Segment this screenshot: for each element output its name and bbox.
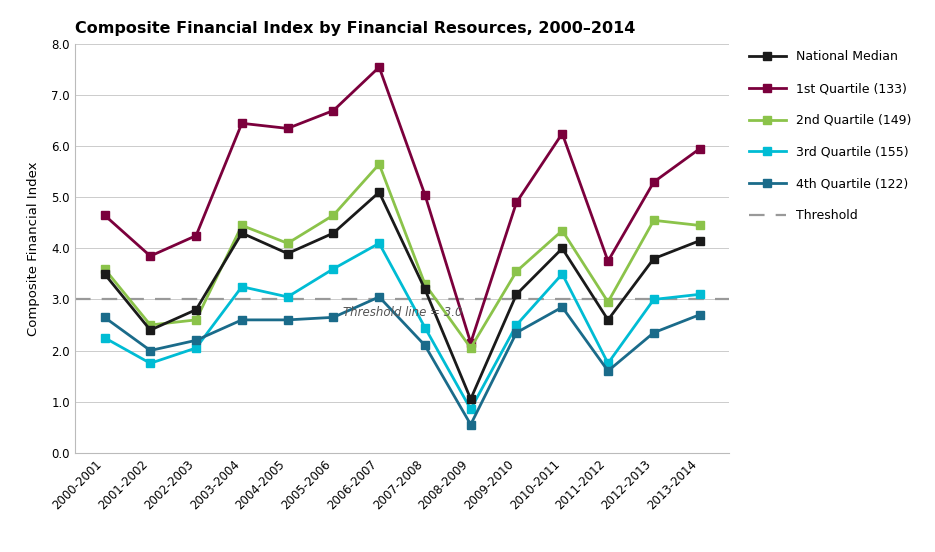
Legend: National Median, 1st Quartile (133), 2nd Quartile (149), 3rd Quartile (155), 4th: National Median, 1st Quartile (133), 2nd… — [749, 50, 912, 222]
4th Quartile (122) — [556, 304, 568, 310]
Line: 1st Quartile (133): 1st Quartile (133) — [100, 63, 704, 347]
National Median — [282, 250, 294, 257]
3rd Quartile (155) — [328, 266, 339, 272]
4th Quartile (122) — [419, 342, 430, 349]
Line: National Median: National Median — [100, 188, 704, 403]
3rd Quartile (155) — [556, 270, 568, 277]
National Median — [328, 230, 339, 236]
1st Quartile (133) — [282, 125, 294, 132]
4th Quartile (122) — [191, 337, 202, 343]
4th Quartile (122) — [282, 316, 294, 323]
National Median — [511, 291, 522, 298]
1st Quartile (133) — [328, 107, 339, 114]
National Median — [648, 255, 659, 262]
3rd Quartile (155) — [419, 324, 430, 331]
2nd Quartile (149) — [648, 217, 659, 224]
4th Quartile (122) — [602, 368, 613, 374]
2nd Quartile (149) — [237, 222, 248, 229]
1st Quartile (133) — [648, 179, 659, 185]
4th Quartile (122) — [465, 421, 476, 428]
3rd Quartile (155) — [282, 294, 294, 300]
Line: 4th Quartile (122): 4th Quartile (122) — [100, 293, 704, 429]
2nd Quartile (149) — [374, 161, 385, 167]
National Median — [374, 189, 385, 195]
2nd Quartile (149) — [511, 268, 522, 275]
1st Quartile (133) — [419, 192, 430, 198]
3rd Quartile (155) — [191, 344, 202, 351]
2nd Quartile (149) — [328, 212, 339, 219]
3rd Quartile (155) — [602, 360, 613, 367]
National Median — [694, 237, 705, 244]
1st Quartile (133) — [99, 212, 110, 219]
4th Quartile (122) — [145, 347, 156, 354]
4th Quartile (122) — [511, 330, 522, 336]
National Median — [556, 245, 568, 252]
1st Quartile (133) — [191, 232, 202, 239]
4th Quartile (122) — [99, 314, 110, 321]
2nd Quartile (149) — [602, 299, 613, 305]
1st Quartile (133) — [237, 120, 248, 126]
4th Quartile (122) — [694, 311, 705, 318]
Line: 3rd Quartile (155): 3rd Quartile (155) — [100, 239, 704, 413]
1st Quartile (133) — [556, 130, 568, 137]
National Median — [465, 396, 476, 402]
3rd Quartile (155) — [694, 291, 705, 298]
National Median — [145, 327, 156, 333]
1st Quartile (133) — [145, 253, 156, 259]
3rd Quartile (155) — [648, 296, 659, 302]
2nd Quartile (149) — [694, 222, 705, 229]
1st Quartile (133) — [465, 339, 476, 346]
4th Quartile (122) — [237, 316, 248, 323]
2nd Quartile (149) — [145, 322, 156, 328]
4th Quartile (122) — [374, 294, 385, 300]
2nd Quartile (149) — [419, 281, 430, 288]
1st Quartile (133) — [694, 146, 705, 152]
3rd Quartile (155) — [511, 322, 522, 328]
3rd Quartile (155) — [145, 360, 156, 367]
National Median — [602, 316, 613, 323]
2nd Quartile (149) — [556, 227, 568, 234]
1st Quartile (133) — [511, 199, 522, 206]
National Median — [237, 230, 248, 236]
Text: Composite Financial Index by Financial Resources, 2000–2014: Composite Financial Index by Financial R… — [75, 21, 635, 36]
Line: 2nd Quartile (149): 2nd Quartile (149) — [100, 160, 704, 352]
National Median — [191, 306, 202, 313]
National Median — [419, 286, 430, 293]
2nd Quartile (149) — [465, 344, 476, 351]
4th Quartile (122) — [648, 330, 659, 336]
2nd Quartile (149) — [191, 316, 202, 323]
Text: Threshold line = 3.0: Threshold line = 3.0 — [342, 306, 462, 319]
2nd Quartile (149) — [282, 240, 294, 247]
Y-axis label: Composite Financial Index: Composite Financial Index — [27, 161, 40, 336]
3rd Quartile (155) — [465, 406, 476, 412]
National Median — [99, 270, 110, 277]
3rd Quartile (155) — [99, 335, 110, 341]
2nd Quartile (149) — [99, 266, 110, 272]
1st Quartile (133) — [374, 64, 385, 71]
4th Quartile (122) — [328, 314, 339, 321]
3rd Quartile (155) — [374, 240, 385, 247]
1st Quartile (133) — [602, 258, 613, 264]
3rd Quartile (155) — [237, 283, 248, 290]
